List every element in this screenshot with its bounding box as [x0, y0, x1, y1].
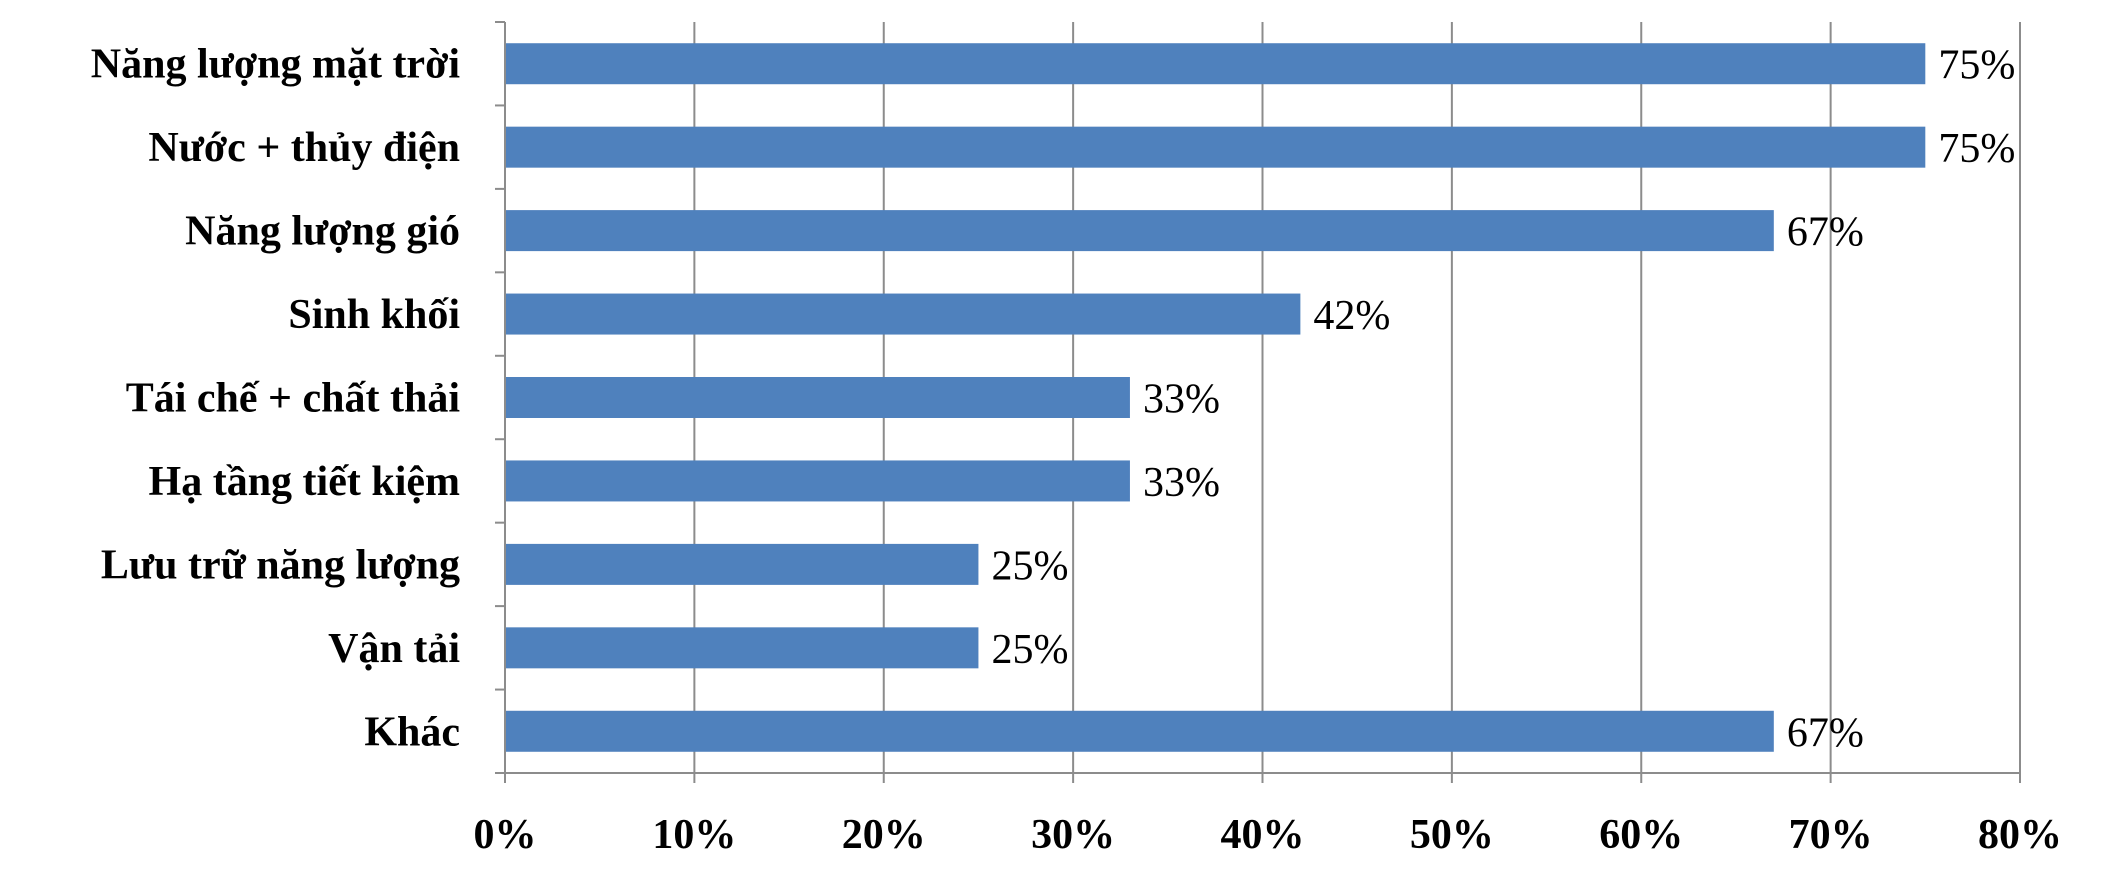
- data-label: 33%: [1143, 377, 1220, 423]
- bar: [506, 543, 979, 585]
- bar: [506, 126, 1926, 168]
- data-label: 67%: [1787, 210, 1864, 256]
- category-label: Nước + thủy điện: [148, 125, 460, 171]
- labels: 0% 10% 20% 30% 40% 50% 60% 70% 80% Năng lượng mặt…: [91, 42, 2062, 858]
- x-tick-label: 80%: [1978, 812, 2062, 858]
- x-tick-label: 10%: [652, 812, 736, 858]
- data-label: 25%: [991, 543, 1068, 589]
- category-label: Tái chế + chất thải: [126, 376, 461, 422]
- category-label: Hạ tầng tiết kiệm: [149, 459, 460, 505]
- bar: [506, 210, 1774, 252]
- bar: [506, 627, 979, 669]
- data-label: 33%: [1143, 460, 1220, 506]
- x-tick-label: 70%: [1789, 812, 1873, 858]
- bar: [506, 377, 1130, 418]
- x-tick-label: 30%: [1031, 812, 1115, 858]
- bars: [506, 43, 1926, 752]
- axes: [495, 21, 2021, 783]
- data-label: 67%: [1787, 710, 1864, 756]
- x-tick-label: 20%: [842, 812, 926, 858]
- x-tick-label: 50%: [1410, 812, 1494, 858]
- bar: [506, 43, 1926, 85]
- bar: [506, 710, 1774, 752]
- category-label: Khác: [364, 709, 460, 755]
- category-label: Năng lượng mặt trời: [91, 42, 461, 88]
- x-tick-label: 60%: [1599, 812, 1683, 858]
- category-label: Năng lượng gió: [185, 209, 460, 255]
- bar: [506, 293, 1301, 335]
- data-label: 75%: [1938, 126, 2015, 172]
- category-label: Lưu trữ năng lượng: [101, 542, 460, 588]
- category-label: Sinh khối: [288, 292, 460, 338]
- category-label: Vận tải: [328, 626, 460, 672]
- data-label: 75%: [1938, 43, 2015, 89]
- x-tick-label: 40%: [1221, 812, 1305, 858]
- x-tick-label: 0%: [474, 812, 537, 858]
- bar: [506, 460, 1130, 502]
- data-label: 25%: [991, 627, 1068, 673]
- data-label: 42%: [1313, 293, 1390, 339]
